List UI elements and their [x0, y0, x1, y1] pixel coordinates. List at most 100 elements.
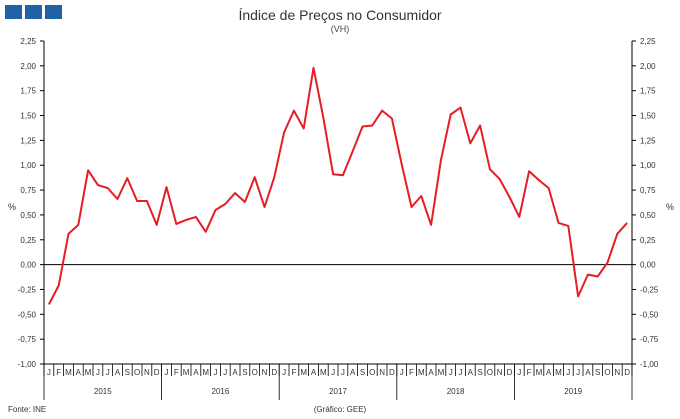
data-point [342, 174, 344, 176]
year-label: 2015 [94, 387, 112, 396]
y-tick-label-right: -0,25 [640, 285, 659, 294]
month-label: J [106, 368, 110, 377]
month-label: A [468, 368, 474, 377]
brand-logo [5, 5, 62, 19]
month-label: M [65, 368, 72, 377]
data-point [195, 216, 197, 218]
month-label: D [154, 368, 160, 377]
month-label: N [497, 368, 503, 377]
data-point [175, 223, 177, 225]
month-label: D [507, 368, 513, 377]
data-point [185, 219, 187, 221]
month-label: A [76, 368, 82, 377]
data-point [264, 206, 266, 208]
data-point [254, 176, 256, 178]
month-label: S [360, 368, 365, 377]
month-label: J [400, 368, 404, 377]
data-point [87, 169, 89, 171]
data-point [126, 177, 128, 179]
month-label: A [115, 368, 121, 377]
data-point [293, 110, 295, 112]
month-label: J [331, 368, 335, 377]
month-label: J [223, 368, 227, 377]
y-tick-label-right: 0,25 [640, 236, 656, 245]
y-tick-label-right: 1,25 [640, 136, 656, 145]
data-point [215, 209, 217, 211]
month-label: A [350, 368, 356, 377]
data-point [156, 224, 158, 226]
data-point [205, 231, 207, 233]
month-label: J [459, 368, 463, 377]
data-point [558, 222, 560, 224]
month-label: M [418, 368, 425, 377]
data-point [626, 222, 628, 224]
month-label: A [428, 368, 434, 377]
data-point [597, 276, 599, 278]
month-label: F [409, 368, 414, 377]
data-point [332, 173, 334, 175]
data-point [136, 200, 138, 202]
data-point [303, 127, 305, 129]
data-point [166, 186, 168, 188]
y-tick-label-right: 0,75 [640, 186, 656, 195]
y-tick-label-right: -1,00 [640, 360, 659, 369]
data-point [362, 125, 364, 127]
data-point [430, 224, 432, 226]
month-label: M [202, 368, 209, 377]
y-tick-label-left: -0,75 [18, 335, 37, 344]
y-tick-label-right: 0,00 [640, 261, 656, 270]
y-tick-label-left: -0,25 [18, 285, 37, 294]
month-label: J [96, 368, 100, 377]
data-point [567, 225, 569, 227]
y-tick-label-right: -0,75 [640, 335, 659, 344]
y-tick-label-right: 1,50 [640, 112, 656, 121]
data-point [499, 178, 501, 180]
data-point [607, 262, 609, 264]
month-label: M [183, 368, 190, 377]
data-point [548, 187, 550, 189]
y-tick-label-left: 1,75 [20, 87, 36, 96]
month-label: A [585, 368, 591, 377]
data-point [450, 114, 452, 116]
y-tick-label-left: 0,25 [20, 236, 36, 245]
y-tick-label-left: 2,25 [20, 37, 36, 46]
y-tick-label-left: 1,00 [20, 161, 36, 170]
month-label: F [527, 368, 532, 377]
month-label: A [232, 368, 238, 377]
data-point [401, 163, 403, 165]
logo-square [5, 5, 22, 19]
data-point [528, 170, 530, 172]
y-tick-label-left: -0,50 [18, 310, 37, 319]
month-label: F [174, 368, 179, 377]
data-point [322, 117, 324, 119]
month-label: M [85, 368, 92, 377]
logo-square [45, 5, 62, 19]
y-tick-label-left: 0,00 [20, 261, 36, 270]
month-label: J [282, 368, 286, 377]
month-label: S [477, 368, 482, 377]
data-point [440, 159, 442, 161]
data-point [48, 303, 50, 305]
y-tick-label-right: 1,75 [640, 87, 656, 96]
month-label: F [291, 368, 296, 377]
data-point [469, 142, 471, 144]
month-label: M [438, 368, 445, 377]
y-tick-label-right: 2,25 [640, 37, 656, 46]
data-point [489, 168, 491, 170]
month-label: J [47, 368, 51, 377]
year-label: 2019 [564, 387, 582, 396]
month-label: M [536, 368, 543, 377]
data-point [616, 233, 618, 235]
chart-title: Índice de Preços no Consumidor [238, 7, 442, 23]
y-tick-label-right: 0,50 [640, 211, 656, 220]
y-tick-label-left: 1,25 [20, 136, 36, 145]
logo-square [25, 5, 42, 19]
month-label: O [487, 368, 493, 377]
data-point [313, 67, 315, 69]
data-point [420, 195, 422, 197]
month-label: A [311, 368, 317, 377]
year-label: 2018 [447, 387, 465, 396]
month-label: M [555, 368, 562, 377]
month-label: N [144, 368, 150, 377]
